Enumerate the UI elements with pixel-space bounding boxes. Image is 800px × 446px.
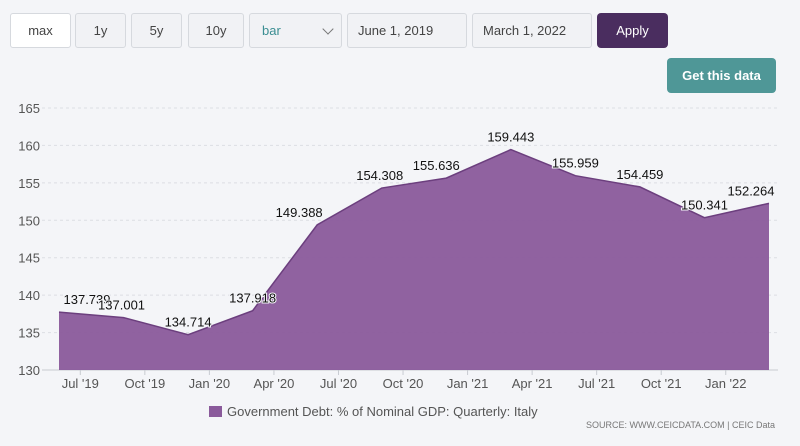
toolbar: max 1y 5y 10y bar June 1, 2019 March 1, …	[0, 0, 800, 56]
end-date-field[interactable]: March 1, 2022	[472, 13, 592, 48]
x-tick-label: Apr '20	[254, 376, 295, 391]
x-tick-label: Jul '20	[320, 376, 357, 391]
get-this-data-button[interactable]: Get this data	[667, 58, 776, 93]
legend[interactable]: Government Debt: % of Nominal GDP: Quart…	[209, 404, 538, 419]
apply-button[interactable]: Apply	[597, 13, 668, 48]
start-date-field[interactable]: June 1, 2019	[347, 13, 467, 48]
y-tick-label: 165	[18, 101, 40, 116]
x-tick-label: Oct '20	[383, 376, 424, 391]
y-tick-label: 135	[18, 326, 40, 341]
y-tick-label: 140	[18, 288, 40, 303]
y-tick-label: 150	[18, 213, 40, 228]
x-tick-label: Apr '21	[512, 376, 553, 391]
range-1y-button[interactable]: 1y	[75, 13, 126, 48]
x-tick-label: Jul '19	[62, 376, 99, 391]
chart-type-select[interactable]: bar	[249, 13, 342, 48]
source-credit: SOURCE: WWW.CEICDATA.COM | CEIC Data	[585, 420, 775, 430]
data-label: 159.443	[487, 130, 534, 145]
y-tick-label: 155	[18, 176, 40, 191]
data-label: 155.959	[552, 156, 599, 171]
series-area	[59, 149, 769, 370]
data-label: 152.264	[728, 183, 775, 198]
y-tick-label: 145	[18, 251, 40, 266]
data-label: 137.001	[98, 298, 145, 313]
chart-type-value: bar	[262, 23, 281, 38]
data-label: 154.459	[616, 167, 663, 182]
x-tick-label: Jan '22	[705, 376, 747, 391]
y-axis: 130 135 140 145 150 155 160 165	[18, 101, 40, 378]
data-label: 154.308	[356, 168, 403, 183]
data-label: 149.388	[276, 205, 323, 220]
x-tick-label: Jan '20	[189, 376, 231, 391]
data-label: 134.714	[165, 315, 212, 330]
x-tick-label: Oct '19	[124, 376, 165, 391]
series-layer	[58, 148, 770, 370]
data-label: 137.739	[64, 292, 111, 307]
y-tick-label: 130	[18, 363, 40, 378]
legend-swatch	[209, 406, 222, 417]
x-tick-label: Oct '21	[641, 376, 682, 391]
x-tick-label: Jan '21	[447, 376, 489, 391]
data-label: 155.636	[413, 158, 460, 173]
series-line	[58, 148, 770, 336]
range-10y-button[interactable]: 10y	[188, 13, 244, 48]
data-label: 137.918	[229, 291, 276, 306]
range-max-button[interactable]: max	[10, 13, 71, 48]
x-axis: Jul '19 Oct '19 Jan '20 Apr '20 Jul '20 Oct '…	[62, 370, 747, 391]
data-label: 150.341	[681, 198, 728, 213]
x-tick-label: Jul '21	[578, 376, 615, 391]
legend-label: Government Debt: % of Nominal GDP: Quart…	[227, 404, 538, 419]
y-tick-label: 160	[18, 138, 40, 153]
range-5y-button[interactable]: 5y	[131, 13, 182, 48]
